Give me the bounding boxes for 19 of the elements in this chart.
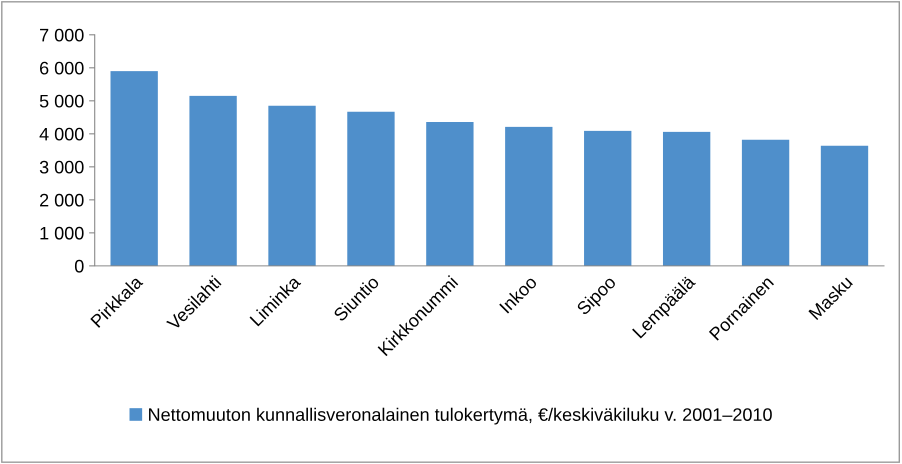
bar [426, 122, 474, 266]
bar [189, 96, 237, 266]
bar [584, 130, 632, 266]
y-tick-label: 1 000 [40, 226, 84, 240]
y-tick-label: 3 000 [40, 160, 84, 174]
y-tick-label: 5 000 [40, 94, 84, 108]
bar [110, 71, 158, 266]
bar [347, 112, 395, 266]
bar [742, 140, 790, 266]
bar [505, 126, 552, 266]
y-tick-label: 2 000 [40, 194, 84, 207]
y-tick-label: 6 000 [40, 62, 84, 75]
bar [268, 106, 316, 266]
y-tick-label: 7 000 [40, 28, 84, 42]
y-tick-label: 4 000 [40, 128, 84, 141]
bar [820, 146, 868, 266]
bar [662, 132, 710, 266]
y-tick-label: 0 [74, 260, 84, 273]
legend-label: Nettomuuton kunnallisveronalainen tulokertymä, €/keskiväkiluku v. 2001–2010 [149, 408, 772, 425]
